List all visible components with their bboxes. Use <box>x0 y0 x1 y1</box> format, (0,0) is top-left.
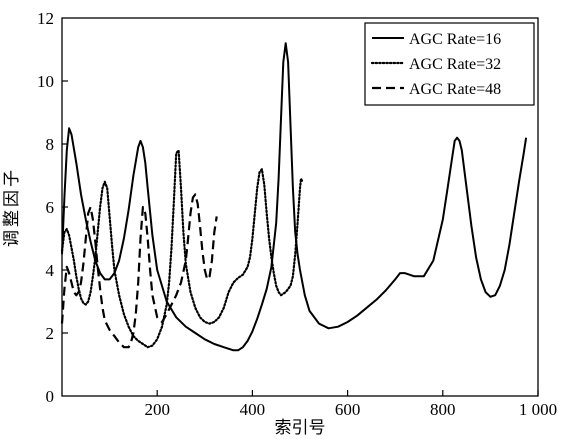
y-tick-label: 8 <box>46 135 55 154</box>
y-tick-label: 6 <box>46 198 55 217</box>
y-tick-label: 2 <box>46 324 55 343</box>
x-tick-label: 800 <box>430 400 456 419</box>
y-tick-label: 10 <box>37 72 54 91</box>
legend-label-3: AGC Rate=48 <box>409 81 501 98</box>
x-axis-label: 索引号 <box>275 418 326 437</box>
series-line-2 <box>60 149 304 349</box>
series-line-1 <box>61 42 528 352</box>
x-tick-label: 1 000 <box>519 400 557 419</box>
series-line-3 <box>60 193 218 349</box>
y-tick-label: 4 <box>46 261 55 280</box>
legend: AGC Rate=16 AGC Rate=32 AGC Rate=48 <box>364 22 535 106</box>
legend-label-1: AGC Rate=16 <box>409 31 501 48</box>
series-layer <box>60 42 528 352</box>
x-tick-label: 200 <box>144 400 170 419</box>
x-tick-label: 600 <box>335 400 361 419</box>
y-axis-label: 调整因子 <box>2 167 21 247</box>
ticks-layer: 200 400 600 800 1 000 0 2 4 6 8 10 12 <box>37 9 557 419</box>
legend-label-2: AGC Rate=32 <box>409 56 501 73</box>
legend-box <box>364 22 535 106</box>
y-tick-label: 12 <box>37 9 54 28</box>
x-tick-label: 400 <box>240 400 266 419</box>
y-tick-label: 0 <box>46 387 55 406</box>
